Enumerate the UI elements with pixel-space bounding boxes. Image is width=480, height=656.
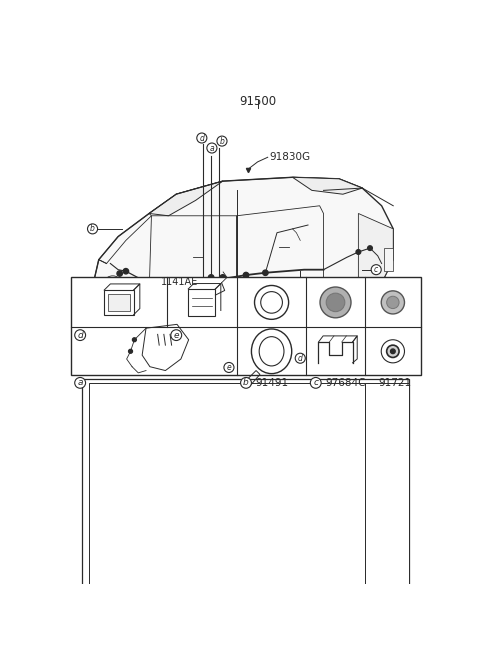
Text: c: c	[374, 265, 378, 274]
Circle shape	[129, 350, 132, 353]
Circle shape	[87, 224, 97, 234]
Circle shape	[75, 377, 85, 388]
Ellipse shape	[157, 304, 190, 319]
Text: 91585B: 91585B	[186, 330, 226, 340]
Circle shape	[320, 287, 351, 318]
Text: 91830G: 91830G	[269, 152, 311, 162]
Circle shape	[263, 270, 268, 276]
Polygon shape	[149, 181, 223, 216]
Ellipse shape	[311, 291, 367, 316]
Circle shape	[381, 291, 405, 314]
Circle shape	[75, 330, 85, 340]
Bar	[108, 294, 130, 311]
Circle shape	[387, 297, 399, 308]
Circle shape	[356, 250, 360, 255]
Circle shape	[117, 271, 122, 276]
Bar	[71, 277, 421, 375]
Circle shape	[381, 340, 405, 363]
Circle shape	[243, 272, 249, 277]
Circle shape	[171, 330, 181, 340]
Text: 1125KB: 1125KB	[123, 362, 157, 371]
Text: b: b	[219, 136, 225, 146]
Text: 1141AE: 1141AE	[161, 277, 198, 287]
Circle shape	[254, 285, 288, 319]
Circle shape	[217, 136, 227, 146]
Text: 97684C: 97684C	[325, 378, 366, 388]
Text: d: d	[77, 331, 83, 340]
Circle shape	[224, 363, 234, 373]
Text: 91971R: 91971R	[240, 330, 280, 340]
Bar	[188, 289, 216, 316]
Bar	[384, 248, 393, 271]
Text: 91505E: 91505E	[89, 330, 129, 340]
Polygon shape	[359, 213, 393, 298]
Text: e: e	[173, 331, 179, 340]
Bar	[82, 379, 409, 593]
Text: b: b	[243, 379, 249, 388]
Circle shape	[391, 349, 395, 354]
Text: 1125KC: 1125KC	[123, 353, 157, 362]
Text: b: b	[90, 224, 95, 234]
Text: 91491: 91491	[255, 378, 288, 388]
Text: d: d	[199, 134, 204, 142]
Ellipse shape	[259, 337, 284, 366]
Polygon shape	[292, 177, 362, 194]
Circle shape	[220, 275, 226, 280]
Text: 91500: 91500	[239, 95, 276, 108]
Circle shape	[132, 338, 136, 342]
Circle shape	[387, 345, 399, 358]
Text: a: a	[77, 379, 83, 388]
Circle shape	[207, 143, 217, 153]
Text: 91526B: 91526B	[173, 331, 208, 340]
Bar	[89, 383, 365, 587]
Text: e: e	[227, 363, 231, 372]
Bar	[365, 383, 409, 587]
Ellipse shape	[106, 276, 120, 285]
Circle shape	[295, 353, 305, 363]
Circle shape	[208, 275, 214, 280]
Text: 91713: 91713	[375, 330, 408, 340]
Circle shape	[311, 377, 321, 388]
Ellipse shape	[167, 308, 181, 314]
Circle shape	[368, 246, 372, 251]
Circle shape	[261, 292, 282, 313]
Circle shape	[197, 133, 207, 143]
Text: c: c	[313, 379, 318, 388]
Polygon shape	[93, 177, 393, 316]
Circle shape	[240, 377, 252, 388]
Text: a: a	[210, 144, 214, 153]
Text: d: d	[298, 354, 303, 363]
Ellipse shape	[321, 295, 358, 312]
Text: 1731JE: 1731JE	[318, 330, 354, 340]
Circle shape	[371, 264, 381, 275]
Circle shape	[326, 293, 345, 312]
Circle shape	[123, 268, 129, 274]
Ellipse shape	[331, 300, 347, 308]
Text: 91721: 91721	[379, 378, 412, 388]
Bar	[104, 290, 133, 315]
Ellipse shape	[149, 300, 199, 323]
